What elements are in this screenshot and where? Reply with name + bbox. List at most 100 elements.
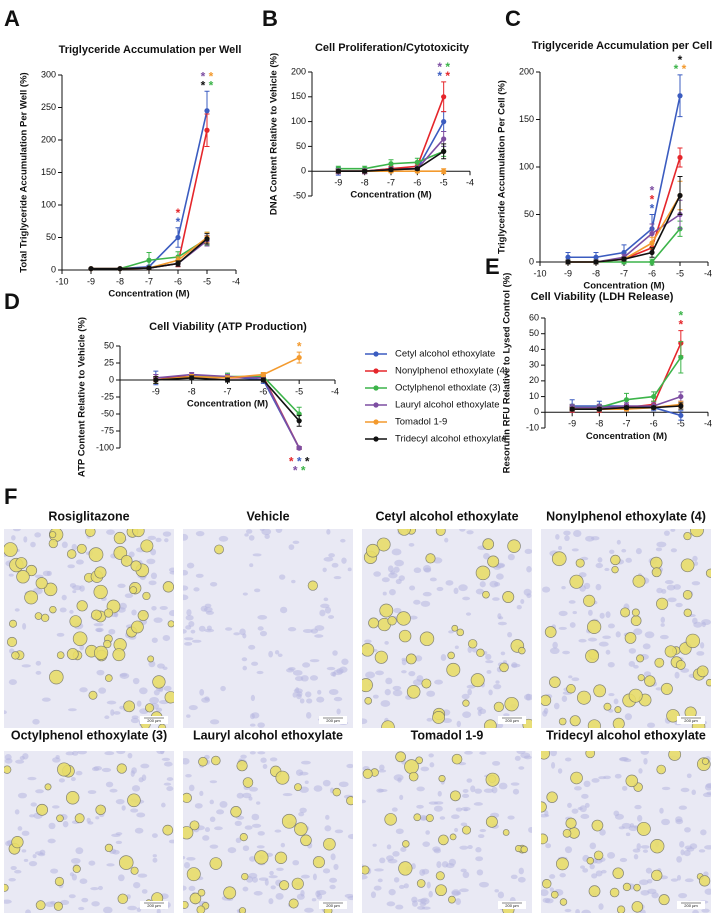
lipid-cell: [239, 833, 248, 842]
cell-background: [86, 817, 91, 823]
cell-background: [591, 778, 600, 783]
lipid-cell: [44, 783, 52, 791]
cell-background: [292, 692, 297, 698]
panel-label: E: [485, 254, 500, 279]
cell-background: [193, 587, 200, 592]
data-point: [441, 168, 447, 174]
legend-marker: [373, 402, 379, 408]
cell-background: [422, 565, 432, 572]
cell-background: [147, 535, 157, 540]
cell-background: [164, 538, 169, 543]
cell-background: [392, 851, 400, 857]
scale-bar-box: [677, 716, 705, 724]
cell-background: [119, 673, 128, 677]
cell-background: [379, 764, 385, 771]
cell-background: [166, 777, 174, 781]
cell-background: [314, 634, 324, 638]
cell-background: [528, 826, 532, 833]
cell-background: [628, 648, 637, 654]
lipid-cell: [632, 574, 646, 588]
lipid-cell: [487, 555, 500, 568]
lipid-cell: [144, 703, 155, 713]
data-point: [388, 167, 394, 173]
cell-background: [466, 684, 476, 689]
lipid-cell: [705, 678, 711, 687]
cell-background: [257, 751, 266, 755]
data-point: [678, 412, 684, 419]
cell-background: [21, 664, 31, 668]
x-tick-label: -10: [55, 276, 68, 286]
lipid-cell: [541, 694, 552, 707]
cell-background: [485, 653, 492, 660]
y-tick-label: 200: [41, 134, 56, 144]
cell-background: [268, 898, 274, 905]
cell-background: [609, 549, 615, 555]
cell-background: [492, 597, 500, 601]
cell-background: [377, 878, 383, 883]
cell-background: [479, 708, 487, 715]
lipid-cell: [103, 639, 112, 649]
cell-background: [495, 722, 504, 728]
cell-background: [704, 888, 711, 895]
data-point: [651, 404, 657, 411]
cell-background: [256, 845, 265, 849]
data-point: [146, 257, 152, 263]
cell-background: [186, 609, 192, 616]
cell-background: [568, 600, 576, 604]
cell-background: [420, 766, 430, 772]
cell-background: [562, 650, 570, 655]
y-tick-label: 30: [529, 360, 539, 370]
y-tick-label: 150: [519, 114, 534, 124]
data-point: [204, 236, 210, 242]
cell-background: [459, 888, 469, 893]
lipid-cell: [183, 826, 194, 840]
cell-background: [131, 785, 141, 792]
cell-background: [459, 845, 469, 850]
cell-background: [131, 609, 137, 616]
cell-background: [495, 680, 500, 684]
cell-background: [656, 587, 663, 594]
cell-background: [299, 807, 307, 813]
cell-background: [512, 788, 520, 795]
cell-background: [60, 899, 70, 906]
chart-title: Triglyceride Accumulation per Well: [59, 44, 242, 56]
cell-background: [633, 854, 639, 860]
cell-background: [234, 820, 242, 826]
lipid-cell: [362, 768, 373, 779]
scale-bar-box: [140, 716, 168, 724]
cell-background: [636, 815, 643, 822]
cell-background: [309, 659, 320, 663]
lipid-cell: [364, 697, 372, 705]
cell-background: [62, 821, 69, 828]
cell-background: [294, 676, 304, 682]
lipid-cell: [555, 857, 569, 871]
significance-mark: *: [437, 60, 442, 74]
lipid-cell: [450, 790, 461, 802]
cell-background: [486, 670, 492, 674]
cell-background: [254, 588, 261, 593]
cell-background: [667, 597, 677, 603]
cell-background: [30, 541, 36, 548]
cell-background: [557, 768, 563, 774]
scale-bar-box: [498, 901, 526, 909]
lipid-cell: [432, 711, 446, 724]
cell-background: [250, 694, 256, 702]
cell-background: [448, 858, 457, 866]
cell-background: [459, 529, 466, 532]
cell-background: [332, 671, 337, 677]
micrograph: 200 µm: [183, 751, 353, 913]
cell-background: [571, 548, 579, 552]
lipid-cell: [129, 586, 138, 595]
x-tick-label: -4: [232, 276, 240, 286]
cell-background: [493, 683, 502, 690]
cell-background: [91, 901, 100, 907]
image-background: [183, 751, 353, 913]
lipid-cell: [223, 886, 237, 900]
cell-background: [333, 863, 339, 871]
lipid-cell: [105, 674, 113, 682]
lipid-cell: [366, 543, 380, 558]
cell-background: [209, 844, 219, 849]
lipid-cell: [585, 751, 596, 759]
cell-background: [507, 631, 513, 638]
lipid-cell: [658, 894, 670, 906]
